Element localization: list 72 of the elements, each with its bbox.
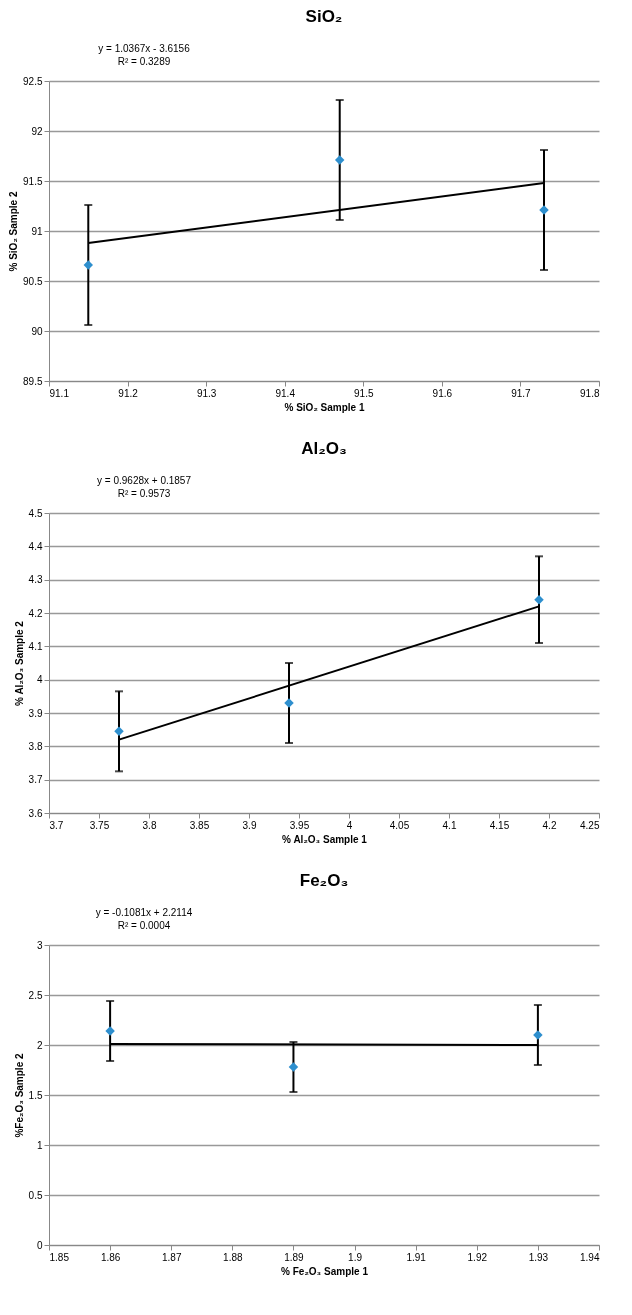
y-tick-label: 90 (31, 325, 43, 337)
text: R² = 0.9573 (117, 488, 171, 499)
x-tick-label: 3.75 (89, 819, 110, 831)
x-tick-label: 4 (346, 819, 353, 831)
y-tick-label: 3.7 (28, 774, 43, 786)
point (114, 726, 124, 737)
y-tick-label: 4 (36, 674, 43, 686)
x-tick-label: 1.92 (467, 1251, 488, 1263)
chart-title: Al₂O₃ (301, 439, 347, 458)
y-axis-title: % SiO₂ Sample 2 (8, 191, 20, 272)
y-tick-label: 1 (36, 1139, 43, 1151)
x-tick-label: 1.86 (100, 1251, 121, 1263)
x-tick-label: 3.9 (242, 819, 257, 831)
x-tick-label: 91.3 (196, 387, 217, 399)
x-tick-label: 1.94 (580, 1251, 600, 1263)
text: y = -0.1081x + 2.2114 (95, 907, 193, 918)
x-tick-label: 1.93 (528, 1251, 549, 1263)
x-tick-label: 3.95 (289, 819, 310, 831)
y-tick-label: 3.8 (28, 740, 43, 752)
y-tick-label: 3.9 (28, 707, 43, 719)
x-tick-label: 4.2 (542, 819, 557, 831)
x-tick-label: 4.25 (580, 819, 600, 831)
x-tick-label: 3.85 (189, 819, 210, 831)
y-tick-label: 91.5 (23, 175, 43, 187)
y-axis-title: % Al₂O₃ Sample 2 (13, 620, 25, 706)
x-tick-label: 1.9 (348, 1251, 363, 1263)
text: y = 0.9628x + 0.1857 (97, 475, 192, 486)
y-tick-label: 4.2 (28, 607, 43, 619)
x-tick-label: 4.05 (389, 819, 410, 831)
x-tick-label: 4.1 (442, 819, 457, 831)
y-tick-label: 1.5 (28, 1089, 43, 1101)
y-tick-label: 4.1 (28, 640, 43, 652)
chart-title: Fe₂O₃ (299, 871, 349, 890)
y-tick-label: 91 (31, 225, 43, 237)
text: R² = 0.3289 (117, 56, 171, 67)
x-axis-title: % Fe₂O₃ Sample 1 (281, 1265, 369, 1277)
x-tick-label: 3.7 (49, 819, 64, 831)
x-tick-label: 91.8 (580, 387, 600, 399)
x-tick-label: 1.91 (406, 1251, 427, 1263)
y-axis-title: %Fe₂O₃ Sample 2 (13, 1053, 25, 1138)
x-tick-label: 3.8 (142, 819, 157, 831)
x-tick-label: 1.85 (49, 1251, 70, 1263)
chart-title: SiO₂ (305, 7, 343, 26)
y-tick-label: 4.5 (28, 507, 43, 519)
x-tick-label: 1.88 (223, 1251, 243, 1263)
x-tick-label: 91.1 (49, 387, 70, 399)
x-tick-label: 1.89 (284, 1251, 305, 1263)
x-tick-label: 4.15 (489, 819, 510, 831)
text: y = 1.0367x - 3.6156 (98, 43, 191, 54)
y-tick-label: 90.5 (23, 275, 43, 287)
y-tick-label: 2 (36, 1039, 43, 1051)
x-tick-label: 91.4 (275, 387, 296, 399)
y-tick-label: 0 (36, 1239, 43, 1251)
y-tick-label: 92.5 (23, 75, 43, 87)
y-tick-label: 89.5 (23, 375, 43, 387)
y-tick-label: 92 (31, 125, 43, 137)
x-tick-label: 91.5 (354, 387, 374, 399)
y-tick-label: 2.5 (28, 989, 43, 1001)
y-tick-label: 3.6 (28, 807, 43, 819)
x-tick-label: 91.7 (511, 387, 532, 399)
point (288, 1062, 299, 1072)
x-axis-title: % SiO₂ Sample 1 (284, 401, 365, 413)
y-tick-label: 0.5 (28, 1189, 43, 1201)
y-tick-label: 4.3 (28, 574, 43, 586)
y-tick-label: 4.4 (28, 540, 43, 552)
y-tick-label: 3 (36, 939, 43, 951)
x-tick-label: 91.2 (118, 387, 139, 399)
x-axis-title: % Al₂O₃ Sample 1 (282, 833, 368, 845)
text: R² = 0.0004 (117, 920, 171, 931)
x-tick-label: 1.87 (161, 1251, 182, 1263)
point (534, 594, 544, 605)
x-tick-label: 91.6 (432, 387, 453, 399)
